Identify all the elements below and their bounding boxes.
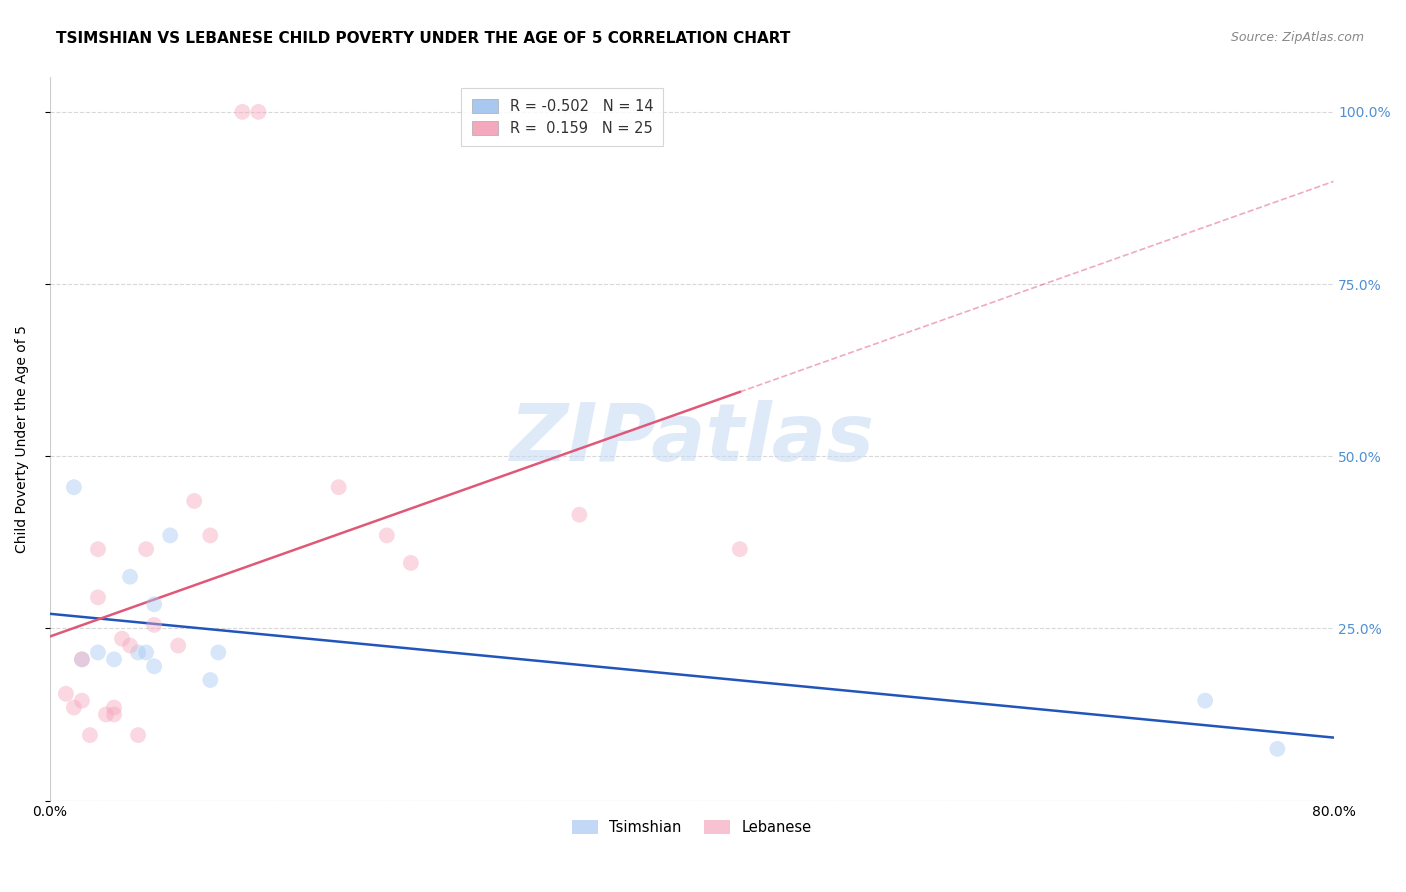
Point bbox=[143, 618, 166, 632]
Point bbox=[79, 728, 101, 742]
Point bbox=[1194, 694, 1216, 708]
Point bbox=[63, 480, 86, 494]
Point bbox=[399, 556, 422, 570]
Point bbox=[70, 652, 93, 666]
Point bbox=[135, 542, 157, 557]
Point bbox=[70, 652, 93, 666]
Point bbox=[143, 659, 166, 673]
Point bbox=[87, 542, 110, 557]
Point bbox=[568, 508, 591, 522]
Point bbox=[1267, 742, 1289, 756]
Legend: Tsimshian, Lebanese: Tsimshian, Lebanese bbox=[562, 812, 821, 844]
Point bbox=[200, 673, 222, 687]
Point bbox=[94, 707, 117, 722]
Point bbox=[111, 632, 134, 646]
Point bbox=[200, 528, 222, 542]
Point bbox=[135, 645, 157, 659]
Point bbox=[328, 480, 350, 494]
Point bbox=[87, 591, 110, 605]
Point bbox=[120, 570, 142, 584]
Point bbox=[167, 639, 190, 653]
Point bbox=[103, 700, 125, 714]
Point bbox=[231, 104, 253, 119]
Point bbox=[143, 597, 166, 611]
Point bbox=[127, 645, 149, 659]
Point bbox=[207, 645, 229, 659]
Point bbox=[87, 645, 110, 659]
Point bbox=[63, 700, 86, 714]
Point bbox=[159, 528, 181, 542]
Point bbox=[127, 728, 149, 742]
Point bbox=[183, 494, 205, 508]
Point bbox=[247, 104, 270, 119]
Text: Source: ZipAtlas.com: Source: ZipAtlas.com bbox=[1230, 31, 1364, 45]
Point bbox=[103, 652, 125, 666]
Point bbox=[70, 694, 93, 708]
Point bbox=[728, 542, 751, 557]
Y-axis label: Child Poverty Under the Age of 5: Child Poverty Under the Age of 5 bbox=[15, 325, 30, 553]
Text: TSIMSHIAN VS LEBANESE CHILD POVERTY UNDER THE AGE OF 5 CORRELATION CHART: TSIMSHIAN VS LEBANESE CHILD POVERTY UNDE… bbox=[56, 31, 790, 46]
Point bbox=[120, 639, 142, 653]
Text: ZIPatlas: ZIPatlas bbox=[509, 400, 875, 478]
Point bbox=[375, 528, 398, 542]
Point bbox=[55, 687, 77, 701]
Point bbox=[103, 707, 125, 722]
